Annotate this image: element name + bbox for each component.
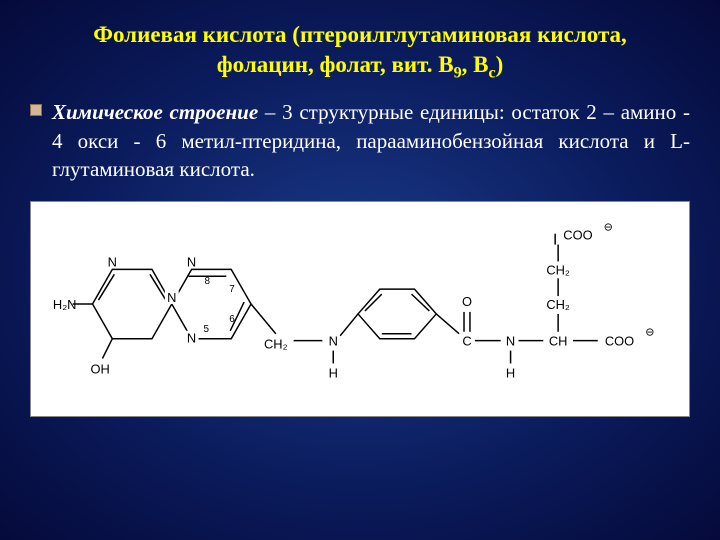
body-content: Химическое строение – 3 структурные един… [52, 98, 690, 183]
atom-h1: H [329, 366, 338, 381]
atom-h2: H [506, 366, 515, 381]
title-end: ) [496, 52, 504, 77]
atom-ch2: CH₂ [264, 337, 288, 352]
slide-title: Фолиевая кислота (птероилглутаминовая ки… [30, 20, 690, 84]
title-main: Фолиевая кислота (птероилглутаминовая ки… [93, 22, 627, 77]
num-7: 7 [229, 285, 235, 296]
atom-n-amine: N [329, 334, 338, 349]
body-dash: – [258, 100, 282, 124]
atom-ch2b: CH₂ [546, 297, 570, 312]
atom-oh: OH [91, 362, 110, 377]
atom-ch: CH [549, 334, 568, 349]
atom-n1: N [108, 255, 117, 270]
atom-coo2: COO [563, 228, 592, 243]
atom-c1: C [462, 334, 471, 349]
atom-n-amide: N [506, 334, 515, 349]
body-italic: Химическое строение [52, 100, 258, 124]
title-sub1: 9 [454, 64, 462, 81]
num-6: 6 [229, 314, 235, 325]
atom-h2n: H₂N [53, 297, 77, 312]
chemical-structure-box: N N N N N 8 7 6 5 H₂N OH CH₂ N H [30, 201, 690, 417]
body-text-row: Химическое строение – 3 структурные един… [30, 98, 690, 183]
atom-o1: O [462, 294, 472, 309]
num-8: 8 [204, 277, 210, 288]
minus-1: ⊖ [645, 327, 654, 339]
atom-coo1: COO [605, 334, 634, 349]
chemical-structure-svg: N N N N N 8 7 6 5 H₂N OH CH₂ N H [43, 214, 677, 399]
bullet-icon [30, 104, 42, 116]
atom-n4: N [187, 331, 196, 346]
atom-ch2c: CH₂ [546, 263, 570, 278]
minus-2: ⊖ [604, 222, 613, 234]
num-5: 5 [203, 324, 209, 335]
atom-n3: N [187, 255, 196, 270]
title-sub2: с [488, 64, 495, 81]
title-mid: , В [462, 52, 489, 77]
atom-n2b: N [167, 290, 176, 305]
